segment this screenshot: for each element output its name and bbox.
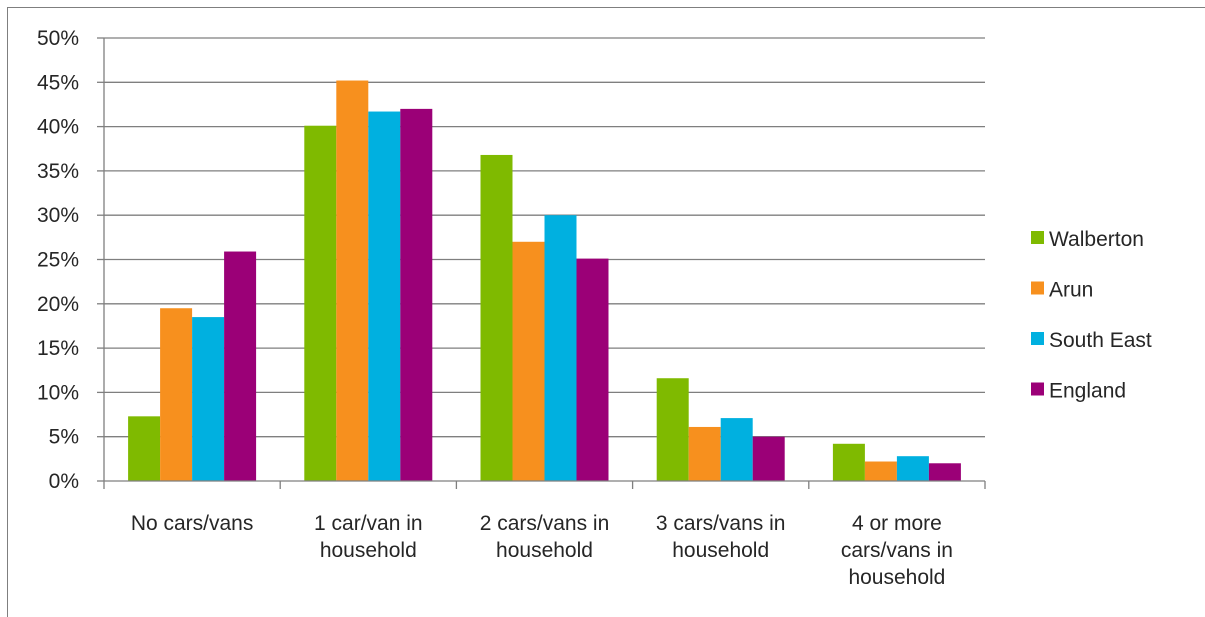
y-tick-label: 20% bbox=[37, 293, 79, 316]
legend-label: Arun bbox=[1049, 279, 1093, 302]
bar bbox=[576, 258, 609, 481]
x-category-label-line: household bbox=[320, 539, 417, 562]
bars bbox=[128, 80, 961, 482]
y-tick-label: 5% bbox=[49, 426, 79, 449]
y-tick-label: 45% bbox=[37, 71, 79, 94]
x-category-label-line: 4 or more bbox=[852, 512, 942, 535]
x-category-label-line: 3 cars/vans in bbox=[656, 512, 786, 535]
legend-swatch bbox=[1031, 332, 1044, 345]
bar bbox=[368, 111, 401, 482]
bar bbox=[224, 251, 257, 481]
bar bbox=[544, 215, 577, 481]
bar bbox=[656, 378, 689, 481]
bar bbox=[160, 308, 193, 481]
x-category-label: No cars/vans bbox=[131, 512, 254, 535]
bar bbox=[864, 461, 897, 481]
x-category-label: 4 or more cars/vans in household bbox=[841, 512, 953, 589]
bar bbox=[336, 80, 369, 481]
y-tick-label: 35% bbox=[37, 160, 79, 183]
y-tick-label: 0% bbox=[49, 470, 79, 493]
y-tick-label: 15% bbox=[37, 337, 79, 360]
legend-label: England bbox=[1049, 380, 1126, 403]
y-tick-label: 25% bbox=[37, 249, 79, 272]
x-category-label-line: cars/vans in bbox=[841, 539, 953, 562]
axes bbox=[103, 38, 986, 489]
bar bbox=[400, 108, 433, 481]
x-category-label-line: household bbox=[496, 539, 593, 562]
bar bbox=[304, 125, 337, 482]
bar bbox=[896, 456, 929, 481]
bar bbox=[128, 416, 161, 481]
bar bbox=[192, 317, 225, 481]
x-category-label-line: household bbox=[672, 539, 769, 562]
x-category-label-line: No cars/vans bbox=[131, 512, 254, 535]
x-category-label-line: 2 cars/vans in bbox=[480, 512, 610, 535]
legend-label: South East bbox=[1049, 329, 1152, 352]
bar bbox=[832, 443, 865, 481]
y-tick-label: 40% bbox=[37, 116, 79, 139]
y-tick-label: 10% bbox=[37, 381, 79, 404]
legend-swatch bbox=[1031, 382, 1044, 396]
x-category-label: 1 car/van in household bbox=[314, 512, 423, 562]
y-axis-tick-labels: 0% 5% 10% 15% 20% 25% 30% 35% 40% 45% 50% bbox=[37, 27, 79, 493]
bar bbox=[512, 241, 545, 481]
x-category-label-line: 1 car/van in bbox=[314, 512, 423, 535]
legend-swatch bbox=[1031, 231, 1044, 244]
x-category-label-line: household bbox=[848, 566, 945, 589]
x-category-label: 3 cars/vans in household bbox=[656, 512, 786, 562]
bar bbox=[720, 418, 753, 481]
bar bbox=[688, 426, 721, 481]
legend-label: Walberton bbox=[1049, 228, 1144, 251]
bar bbox=[752, 436, 785, 481]
y-tick-label: 30% bbox=[37, 204, 79, 227]
chart-frame bbox=[7, 7, 1205, 617]
bar bbox=[928, 463, 961, 481]
y-tick-label: 50% bbox=[37, 27, 79, 50]
legend-swatch bbox=[1031, 281, 1044, 295]
legend: Walberton Arun South East England bbox=[1031, 228, 1152, 403]
bar bbox=[480, 154, 513, 481]
x-category-label: 2 cars/vans in household bbox=[480, 512, 610, 562]
